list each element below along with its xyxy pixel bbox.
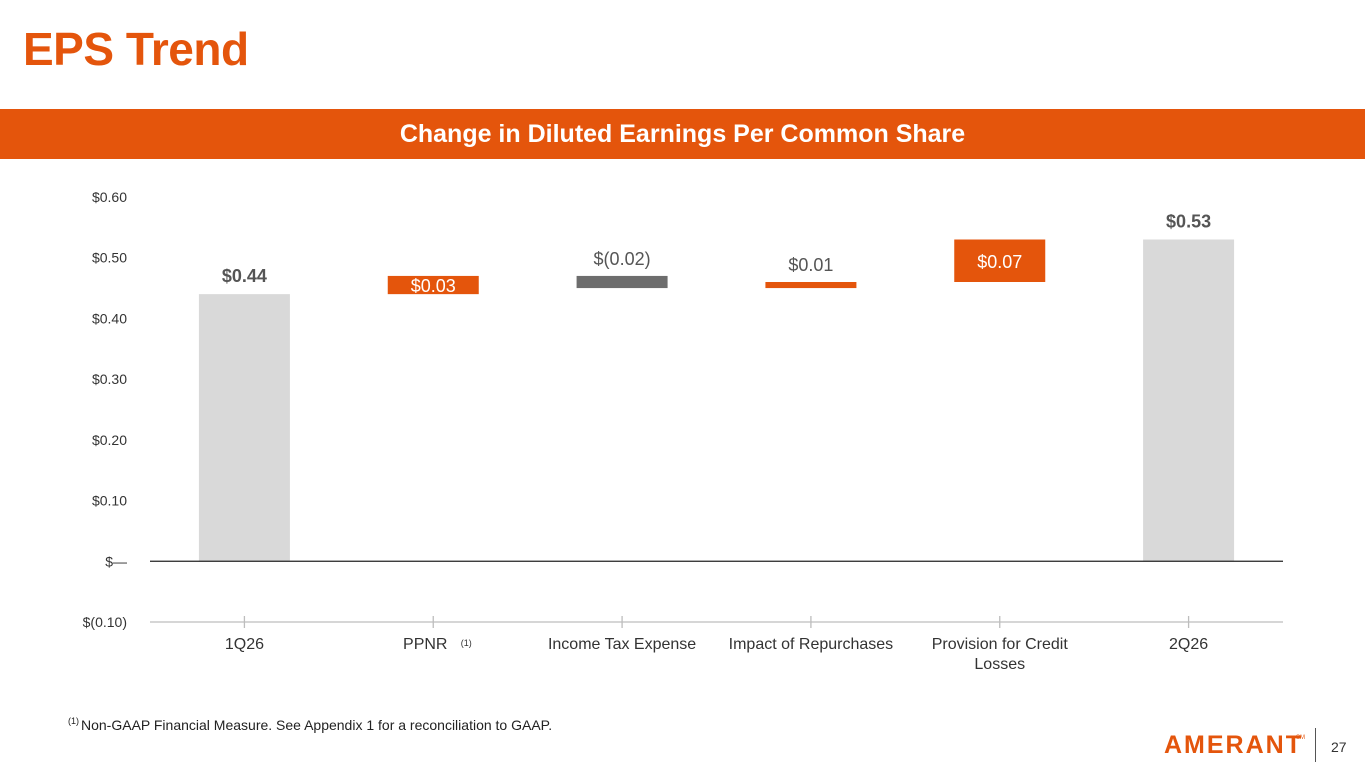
bar-3 [576, 275, 668, 289]
company-logo: AMERANT [1164, 731, 1303, 759]
data-label: $0.44 [222, 266, 267, 286]
y-tick-label: $0.10 [92, 493, 127, 509]
data-label: $0.07 [977, 252, 1022, 272]
bar-6 [1143, 239, 1235, 562]
x-tick-label: 2Q26 [1169, 636, 1208, 653]
page-number: 27 [1331, 739, 1347, 755]
data-label: $0.03 [411, 276, 456, 296]
page-title: EPS Trend [23, 23, 249, 75]
y-tick-label: $(0.10) [83, 614, 127, 630]
chart-title-banner: Change in Diluted Earnings Per Common Sh… [0, 109, 1365, 159]
x-tick-note: (1) [461, 638, 472, 648]
footer-divider [1315, 728, 1316, 762]
data-label: $(0.02) [594, 249, 651, 269]
x-tick-label: Losses [974, 656, 1025, 673]
bar-2 [387, 275, 479, 295]
footnote-marker: (1) [68, 716, 79, 726]
x-tick-label: Provision for Credit [932, 636, 1069, 653]
y-tick-label: $0.30 [92, 371, 127, 387]
data-label: $0.53 [1166, 212, 1211, 232]
x-tick-label: PPNR [403, 636, 447, 653]
x-tick-label: Impact of Repurchases [729, 636, 894, 653]
eps-waterfall-chart: $0.60 $0.50 $0.40 $0.30 $0.20 $0.10 $— $(0.10) $… [83, 189, 1283, 673]
footnote-text: Non-GAAP Financial Measure. See Appendix… [81, 717, 553, 733]
bar-4 [765, 282, 857, 289]
x-tick-label: Income Tax Expense [548, 636, 696, 653]
y-tick-label: $— [105, 553, 127, 569]
data-label: $0.01 [788, 255, 833, 275]
chart-title: Change in Diluted Earnings Per Common Sh… [399, 119, 966, 148]
y-tick-label: $0.20 [92, 432, 127, 448]
y-tick-label: $0.40 [92, 310, 127, 326]
bar-1 [198, 294, 290, 562]
service-mark: SM [1296, 735, 1305, 741]
y-tick-label: $0.60 [92, 189, 127, 205]
bar-5 [954, 239, 1046, 282]
y-tick-label: $0.50 [92, 250, 127, 266]
footnote: (1) Non-GAAP Financial Measure. See Appen… [68, 716, 552, 733]
x-tick-label: 1Q26 [225, 636, 264, 653]
